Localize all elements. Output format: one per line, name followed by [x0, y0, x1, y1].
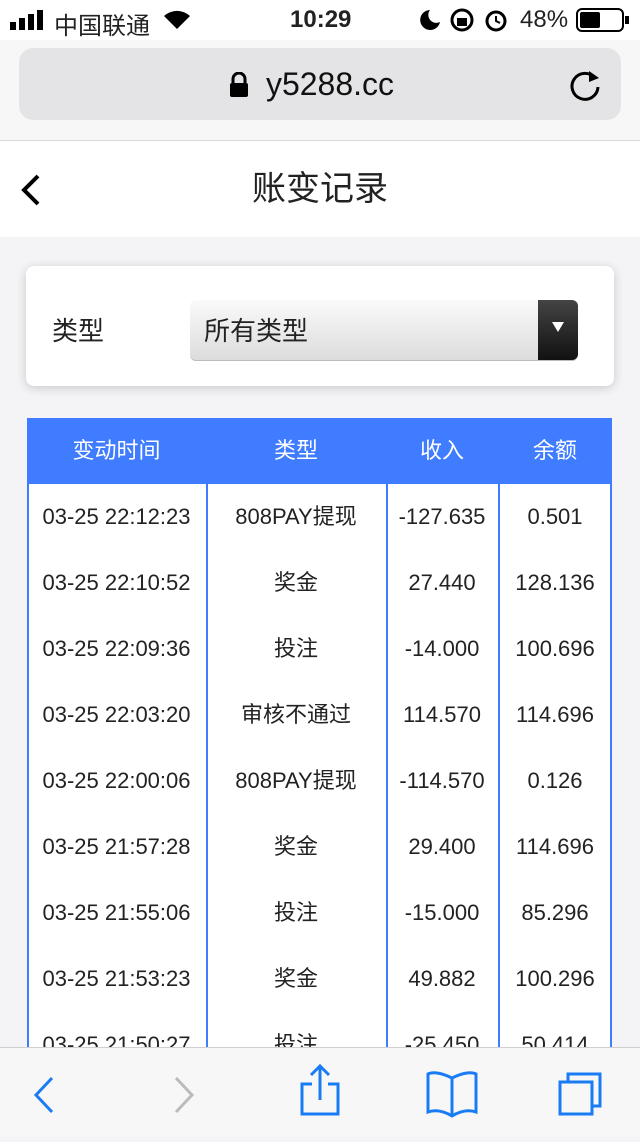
table-cell: -127.635 [398, 504, 486, 529]
signal-icon [10, 10, 43, 30]
status-bar: 中国联通 10:29 48% [0, 0, 640, 40]
table-cell: 29.400 [408, 834, 476, 859]
column-border [27, 484, 29, 1058]
table-cell: 49.882 [408, 966, 476, 991]
table-header: 变动时间 类型 收入 余额 [27, 418, 612, 484]
url: y5288.cc [265, 66, 395, 102]
type-select[interactable]: 所有类型 [190, 300, 578, 361]
back-button[interactable] [18, 173, 44, 207]
table-cell: 128.136 [515, 570, 595, 595]
records-table: 变动时间 类型 收入 余额 03-25 22:12:23 808PAY提现 -127.63… [27, 418, 612, 1058]
column-header: 余额 [532, 438, 577, 463]
column-border [386, 484, 388, 1058]
table-cell: 27.440 [408, 570, 476, 595]
table-cell: 03-25 21:53:23 [42, 966, 191, 991]
table-cell: 03-25 21:57:28 [42, 834, 191, 859]
table-cell: 114.696 [516, 702, 594, 727]
nav-bar: 账变记录 [0, 141, 640, 237]
filter-label: 类型 [52, 316, 105, 346]
address-bar: y5288.cc [0, 40, 640, 141]
battery-icon [576, 8, 629, 32]
column-header: 变动时间 [72, 438, 161, 463]
table-cell: 114.696 [516, 834, 594, 859]
table-cell: 03-25 22:12:23 [42, 504, 191, 529]
toolbar-icons [33, 1063, 602, 1118]
share-button[interactable] [300, 1063, 340, 1116]
table-cell: 03-25 22:09:36 [42, 636, 191, 661]
table-cell: 808PAY提现 [235, 504, 357, 529]
time: 10:29 [290, 6, 352, 33]
page-title: 账变记录 [252, 170, 388, 208]
table-cell: 808PAY提现 [235, 768, 357, 793]
select-arrow [538, 300, 578, 360]
browser-toolbar [0, 1047, 640, 1137]
table-cell: -114.570 [399, 768, 485, 793]
column-border [206, 484, 208, 1058]
column-border [498, 484, 500, 1058]
forward-nav-button[interactable] [174, 1076, 195, 1114]
reload-button[interactable] [569, 68, 603, 102]
table-cell: 奖金 [273, 966, 318, 991]
battery-percent: 48% [520, 6, 569, 33]
url-field[interactable]: y5288.cc [19, 48, 621, 120]
table-cell: 03-25 22:03:20 [42, 702, 191, 727]
table-cell: 03-25 22:00:06 [42, 768, 191, 793]
select-value: 所有类型 [204, 316, 309, 346]
table-cell: 85.296 [521, 900, 589, 925]
table-cell: 投注 [273, 900, 318, 925]
back-nav-button[interactable] [33, 1076, 54, 1114]
table-cell: 审核不通过 [240, 702, 351, 727]
table-cell: 03-25 21:55:06 [42, 900, 191, 925]
lock-icon [230, 72, 248, 97]
carrier: 中国联通 [54, 13, 150, 40]
tabs-button[interactable] [558, 1072, 602, 1116]
table-cell: 100.296 [515, 966, 595, 991]
wifi-icon [164, 10, 190, 29]
table-cell: 奖金 [273, 570, 318, 595]
table-cell: 奖金 [273, 834, 318, 859]
table-cell: 03-25 22:10:52 [42, 570, 191, 595]
column-header: 收入 [419, 438, 464, 463]
filter-card: 类型 所有类型 [26, 266, 614, 386]
table-cell: 0.501 [527, 504, 583, 529]
table-cell: 0.126 [527, 768, 583, 793]
status-icons [420, 8, 507, 32]
table-cell: 投注 [273, 636, 318, 661]
arrow-icon [552, 322, 564, 332]
table-cell: 114.570 [403, 702, 481, 727]
column-header: 类型 [273, 438, 318, 463]
table-cell: 100.696 [515, 636, 595, 661]
table-cell: -14.000 [404, 636, 480, 661]
table-cell: -15.000 [404, 900, 480, 925]
column-border [610, 484, 612, 1058]
bookmarks-button[interactable] [426, 1071, 478, 1118]
